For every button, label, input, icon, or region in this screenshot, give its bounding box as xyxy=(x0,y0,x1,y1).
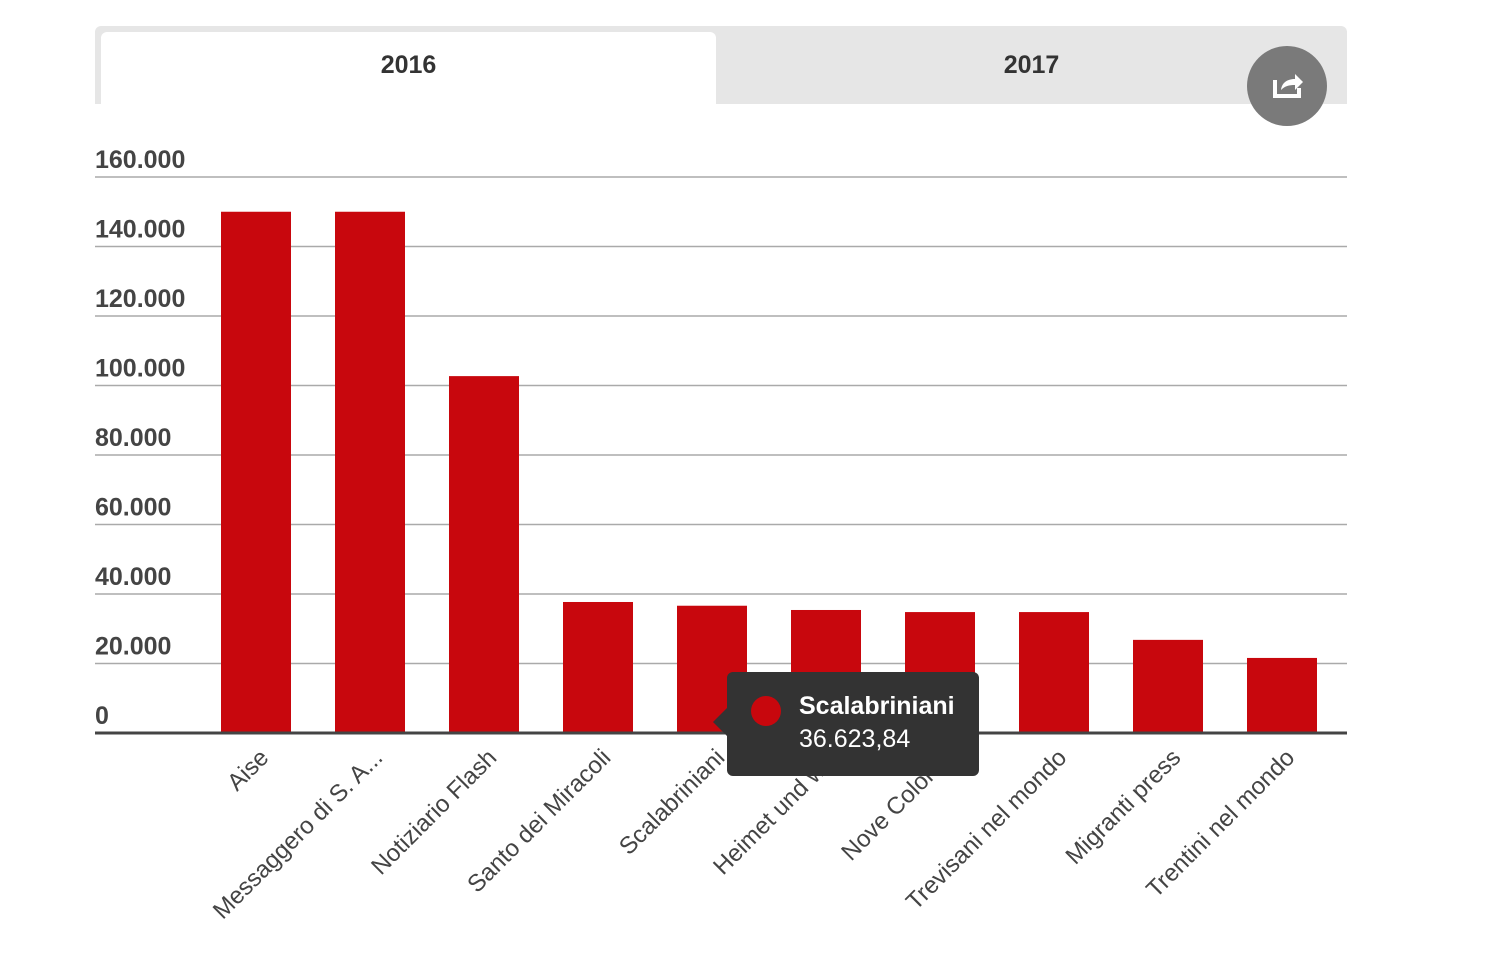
y-tick-label: 40.000 xyxy=(95,563,171,591)
y-tick-label: 80.000 xyxy=(95,424,171,452)
bar xyxy=(1133,639,1203,733)
year-tabs: 2016 2017 xyxy=(95,26,1347,104)
bar xyxy=(1019,612,1089,733)
tab-2017[interactable]: 2017 xyxy=(1003,51,1060,79)
y-tick-label: 100.000 xyxy=(95,355,185,383)
bar xyxy=(563,601,633,733)
x-tick-label: Migranti press xyxy=(1061,744,1187,870)
y-tick-label: 160.000 xyxy=(95,146,185,174)
tooltip-name: Scalabriniani xyxy=(799,692,955,720)
tooltip-value: 36.623,84 xyxy=(799,725,911,753)
tooltip: Scalabriniani 36.623,84 xyxy=(713,672,979,776)
y-tick-label: 20.000 xyxy=(95,633,171,661)
tab-2016[interactable]: 2016 xyxy=(101,32,716,104)
share-button[interactable] xyxy=(1247,46,1327,126)
bar xyxy=(1247,657,1317,733)
series-color-dot xyxy=(751,696,781,726)
bar xyxy=(449,376,519,733)
share-icon xyxy=(1273,74,1303,98)
bar xyxy=(221,211,291,733)
y-tick-label: 120.000 xyxy=(95,285,185,313)
y-tick-label: 60.000 xyxy=(95,494,171,522)
bar xyxy=(335,211,405,733)
y-tick-label: 140.000 xyxy=(95,216,185,244)
x-tick-label: Aise xyxy=(222,744,274,796)
y-tick-label: 0 xyxy=(95,702,109,730)
x-tick-label: Scalabriniani xyxy=(614,744,730,860)
